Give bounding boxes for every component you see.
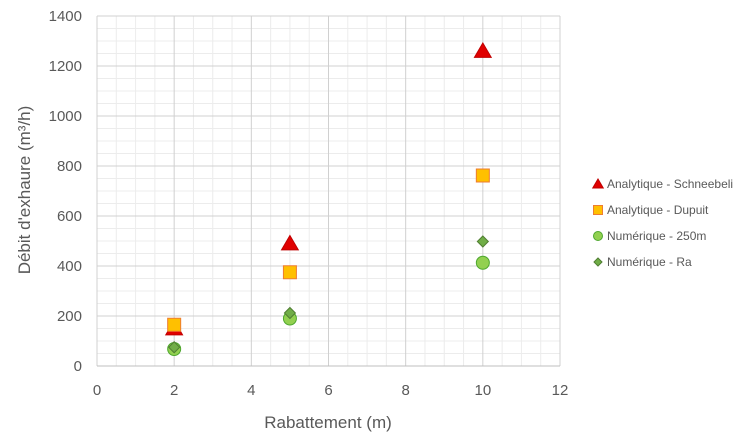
- data-point: [167, 341, 181, 354]
- legend-label: Analytique - Schneebeli: [607, 177, 733, 191]
- legend-item: Numérique - 250m: [593, 229, 706, 243]
- legend-marker: [591, 178, 605, 189]
- legend-marker: [593, 205, 603, 215]
- data-point: [473, 42, 493, 58]
- legend-marker: [593, 257, 603, 267]
- x-tick-label: 0: [93, 382, 101, 399]
- x-tick-label: 10: [474, 382, 491, 399]
- x-tick-label: 6: [324, 382, 332, 399]
- major-gridlines: [96, 15, 561, 367]
- y-tick-label: 1400: [49, 8, 82, 25]
- legend-label: Analytique - Dupuit: [607, 203, 709, 217]
- legend-marker: [593, 231, 603, 241]
- x-tick-label: 4: [247, 382, 255, 399]
- y-axis-tick-labels: 0 200 400 600 800 1000 1200 1400: [49, 8, 82, 375]
- y-tick-label: 800: [57, 158, 82, 175]
- x-tick-label: 8: [401, 382, 409, 399]
- data-point: [167, 317, 182, 332]
- y-axis-title: Débit d'exhaure (m³/h): [15, 106, 34, 275]
- legend-item: Analytique - Dupuit: [593, 203, 709, 217]
- legend: Analytique - Schneebeli Analytique - Dupu…: [591, 177, 733, 269]
- data-point: [475, 168, 490, 183]
- data-point: [282, 265, 297, 280]
- x-axis-title: Rabattement (m): [264, 413, 392, 432]
- data-point: [475, 255, 490, 270]
- y-tick-label: 0: [74, 358, 82, 375]
- x-tick-label: 2: [170, 382, 178, 399]
- y-tick-label: 1000: [49, 108, 82, 125]
- y-tick-label: 1200: [49, 58, 82, 75]
- x-axis-tick-labels: 0 2 4 6 8 10 12: [93, 382, 569, 399]
- y-tick-label: 200: [57, 308, 82, 325]
- data-point: [280, 234, 300, 251]
- legend-item: Analytique - Schneebeli: [591, 177, 733, 191]
- x-tick-label: 12: [552, 382, 569, 399]
- data-points: [164, 42, 493, 356]
- y-tick-label: 400: [57, 258, 82, 275]
- data-point: [283, 306, 297, 320]
- y-tick-label: 600: [57, 208, 82, 225]
- data-point: [476, 235, 490, 248]
- legend-label: Numérique - 250m: [607, 229, 706, 243]
- legend-label: Numérique - Ra: [607, 255, 692, 269]
- legend-item: Numérique - Ra: [593, 255, 692, 269]
